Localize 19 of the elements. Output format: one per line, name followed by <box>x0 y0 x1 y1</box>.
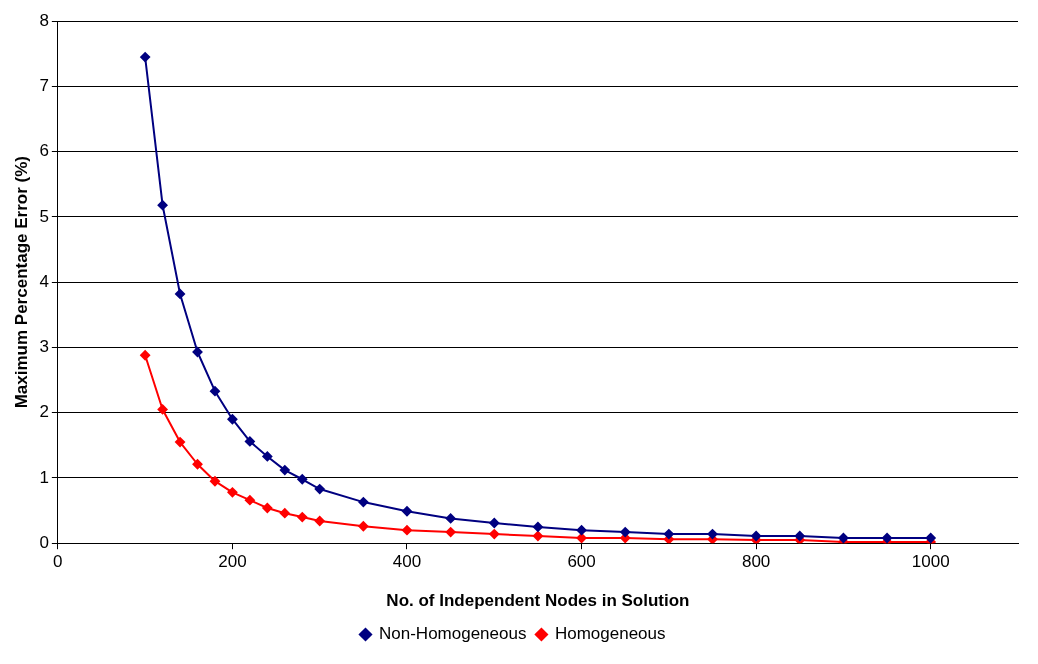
x-tick-label: 0 <box>53 552 63 572</box>
y-tick-label: 4 <box>39 271 49 291</box>
y-axis-title: Maximum Percentage Error (%) <box>11 156 31 409</box>
x-tick-label: 200 <box>218 552 247 572</box>
y-tick-label: 3 <box>39 337 49 357</box>
y-tick-label: 0 <box>39 532 49 552</box>
y-tick-label: 2 <box>39 402 49 422</box>
x-tick-label: 1000 <box>911 552 950 572</box>
x-tick-label: 400 <box>392 552 422 572</box>
x-tick-label: 800 <box>741 552 771 572</box>
y-tick-label: 8 <box>39 10 49 30</box>
x-axis-title: No. of Independent Nodes in Solution <box>386 591 690 611</box>
x-tick-label: 600 <box>567 552 596 572</box>
legend-label: Homogeneous <box>554 624 666 644</box>
y-tick-label: 6 <box>39 141 49 161</box>
y-tick-label: 5 <box>39 206 49 226</box>
y-tick-label: 7 <box>39 76 49 96</box>
y-tick-label: 1 <box>39 467 49 487</box>
legend-label: Non-Homogeneous <box>379 624 527 644</box>
